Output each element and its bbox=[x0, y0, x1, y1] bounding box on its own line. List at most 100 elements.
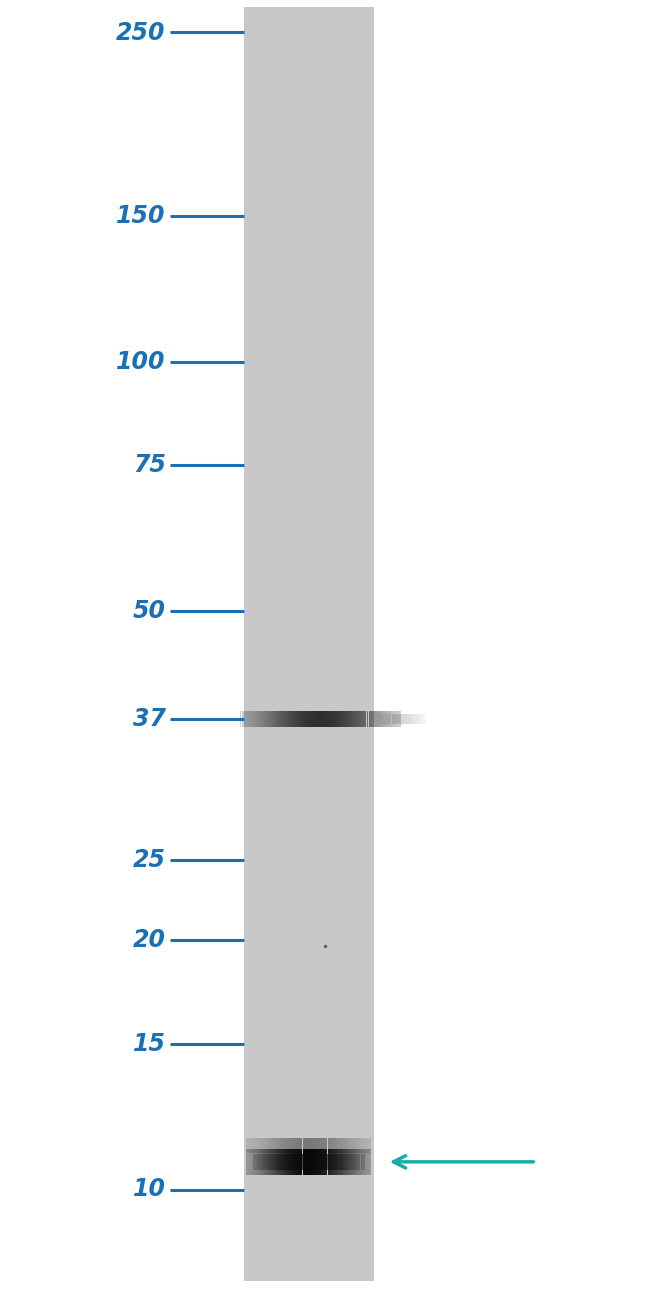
Bar bbox=[336, 711, 338, 727]
Bar bbox=[332, 711, 334, 727]
Bar bbox=[265, 1138, 266, 1153]
Bar bbox=[306, 1149, 307, 1175]
Bar bbox=[324, 1149, 326, 1175]
Bar bbox=[330, 711, 332, 727]
Bar bbox=[393, 711, 395, 727]
Bar bbox=[278, 1154, 280, 1170]
Bar bbox=[282, 1138, 284, 1153]
Bar bbox=[346, 1154, 348, 1170]
Bar bbox=[254, 711, 255, 727]
Bar bbox=[337, 1154, 338, 1170]
Bar bbox=[362, 1149, 363, 1175]
Bar bbox=[333, 1154, 334, 1170]
Bar bbox=[260, 1149, 262, 1175]
Bar bbox=[266, 1138, 268, 1153]
Bar bbox=[359, 1149, 360, 1175]
Bar bbox=[337, 1138, 339, 1153]
Bar bbox=[300, 1154, 302, 1170]
Bar bbox=[271, 1149, 273, 1175]
Bar bbox=[296, 1138, 298, 1153]
Bar bbox=[244, 711, 246, 727]
Bar bbox=[299, 1154, 300, 1170]
Bar bbox=[273, 1149, 274, 1175]
Bar bbox=[374, 711, 376, 727]
Bar bbox=[263, 1138, 265, 1153]
Bar bbox=[270, 1138, 271, 1153]
Bar bbox=[302, 1154, 303, 1170]
Bar bbox=[306, 1138, 307, 1153]
Bar bbox=[292, 1138, 293, 1153]
Bar bbox=[298, 1138, 300, 1153]
Bar bbox=[268, 1154, 270, 1170]
Bar bbox=[289, 1154, 291, 1170]
Bar bbox=[259, 1149, 260, 1175]
Bar bbox=[343, 1154, 344, 1170]
Bar bbox=[313, 1149, 315, 1175]
Bar bbox=[351, 1138, 352, 1153]
Bar bbox=[298, 1154, 299, 1170]
Bar bbox=[323, 1154, 324, 1170]
Bar bbox=[300, 711, 302, 727]
Bar bbox=[342, 1138, 343, 1153]
Bar bbox=[328, 1138, 329, 1153]
Bar bbox=[338, 1154, 339, 1170]
Bar bbox=[326, 711, 328, 727]
Bar bbox=[259, 1138, 260, 1153]
Bar bbox=[273, 1138, 274, 1153]
Bar bbox=[301, 1138, 302, 1153]
Text: 150: 150 bbox=[116, 204, 166, 227]
Bar bbox=[312, 1149, 313, 1175]
Bar bbox=[305, 1154, 306, 1170]
Bar bbox=[281, 1149, 282, 1175]
Bar bbox=[346, 711, 348, 727]
Bar bbox=[331, 1138, 332, 1153]
Bar bbox=[270, 1154, 271, 1170]
Bar bbox=[354, 711, 356, 727]
Bar bbox=[328, 711, 330, 727]
Bar bbox=[368, 1149, 370, 1175]
Bar bbox=[354, 1154, 355, 1170]
Bar bbox=[322, 711, 324, 727]
Bar bbox=[351, 1154, 352, 1170]
Bar bbox=[298, 1149, 300, 1175]
Bar bbox=[246, 1149, 248, 1175]
Bar bbox=[279, 1149, 281, 1175]
Bar bbox=[348, 1138, 350, 1153]
Bar bbox=[370, 711, 372, 727]
Bar bbox=[265, 1149, 266, 1175]
Bar bbox=[317, 1154, 318, 1170]
Bar bbox=[326, 1149, 328, 1175]
Bar bbox=[367, 711, 369, 727]
Bar bbox=[338, 711, 340, 727]
Bar bbox=[309, 1154, 310, 1170]
Bar bbox=[260, 1154, 261, 1170]
Bar bbox=[369, 711, 370, 727]
Bar bbox=[360, 1149, 362, 1175]
Bar bbox=[282, 1154, 283, 1170]
Bar bbox=[333, 1138, 335, 1153]
Bar bbox=[264, 1154, 265, 1170]
Bar bbox=[276, 711, 278, 727]
Bar bbox=[291, 1154, 292, 1170]
Bar bbox=[313, 1154, 315, 1170]
Bar bbox=[253, 1154, 254, 1170]
Bar bbox=[317, 1138, 318, 1153]
Bar bbox=[285, 1149, 287, 1175]
Text: 15: 15 bbox=[133, 1032, 166, 1056]
Bar bbox=[344, 1149, 346, 1175]
Bar bbox=[324, 1138, 326, 1153]
Bar bbox=[356, 1138, 358, 1153]
Bar bbox=[270, 1149, 271, 1175]
Bar bbox=[292, 1154, 293, 1170]
Bar bbox=[293, 1138, 294, 1153]
Bar bbox=[283, 1154, 285, 1170]
Bar bbox=[285, 1154, 287, 1170]
Bar bbox=[363, 1149, 365, 1175]
Bar bbox=[318, 1154, 320, 1170]
Bar bbox=[349, 1154, 351, 1170]
Bar bbox=[335, 1154, 337, 1170]
Bar bbox=[320, 1154, 321, 1170]
Bar bbox=[362, 1138, 363, 1153]
Bar bbox=[281, 1138, 282, 1153]
Bar bbox=[318, 711, 320, 727]
